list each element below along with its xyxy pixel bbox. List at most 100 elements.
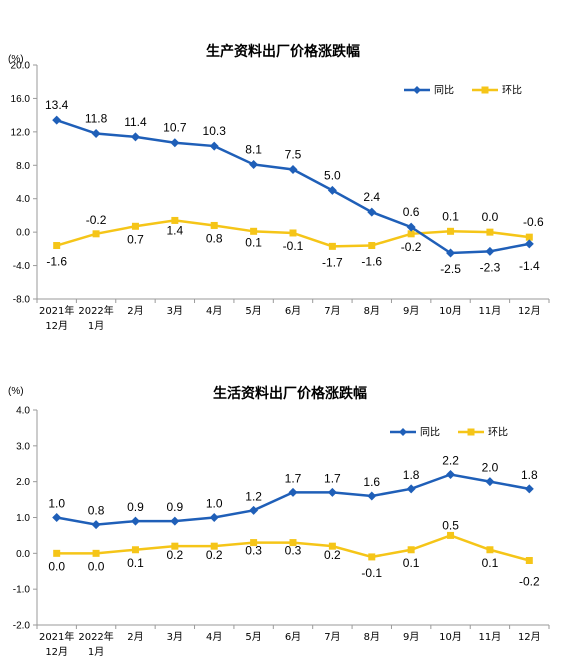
y-unit-label: (%) <box>8 386 24 397</box>
data-point-mom <box>525 557 533 564</box>
data-point-yoy <box>524 239 534 249</box>
y-tick-label: 8.0 <box>16 161 30 172</box>
x-tick-label: 2月 <box>127 631 143 643</box>
y-tick-label: 20.0 <box>11 61 31 72</box>
data-point-mom <box>250 539 258 547</box>
data-label: 0.1 <box>127 556 144 570</box>
data-label: -1.6 <box>46 255 67 269</box>
x-tick-label: 8月 <box>364 631 380 643</box>
data-point-mom <box>525 233 533 241</box>
data-label: 1.8 <box>521 468 538 482</box>
x-tick-label: 12月 <box>45 646 68 658</box>
data-label: 0.9 <box>127 500 144 514</box>
data-label: 0.1 <box>403 556 420 570</box>
x-tick-label: 2022年 <box>78 630 113 643</box>
data-label: 0.5 <box>442 518 459 532</box>
data-point-yoy <box>288 164 298 174</box>
data-point-mom <box>53 242 61 250</box>
data-point-yoy <box>288 487 298 497</box>
data-point-mom <box>289 539 297 547</box>
data-point-mom <box>210 542 218 550</box>
data-point-yoy <box>91 129 101 139</box>
x-tick-label: 12月 <box>518 631 541 643</box>
data-label: 1.0 <box>48 497 65 511</box>
data-label: 0.2 <box>324 548 341 562</box>
data-label: 0.8 <box>206 231 223 245</box>
data-point-mom <box>210 221 218 229</box>
y-tick-label: -1.0 <box>13 585 31 596</box>
chart-title: 生活资料出厂价格涨跌幅 <box>213 385 367 402</box>
y-tick-label: 12.0 <box>11 127 31 138</box>
data-point-yoy <box>446 248 456 258</box>
data-label: -0.1 <box>283 239 304 253</box>
data-label: -0.6 <box>523 215 544 229</box>
data-label: 11.8 <box>85 112 108 126</box>
data-label: 0.1 <box>442 209 459 223</box>
y-tick-label: -8.0 <box>13 295 31 306</box>
data-label: 0.7 <box>127 232 144 246</box>
chart-title: 生产资料出厂价格涨跌幅 <box>206 43 360 60</box>
data-point-yoy <box>170 138 180 148</box>
x-tick-label: 4月 <box>206 305 222 317</box>
data-point-yoy <box>249 505 259 515</box>
y-tick-label: 1.0 <box>16 513 30 524</box>
data-point-yoy <box>367 491 377 501</box>
data-point-yoy <box>52 513 62 522</box>
y-tick-label: 4.0 <box>16 406 30 417</box>
data-label: 0.3 <box>285 544 302 558</box>
data-label: 1.6 <box>363 475 380 489</box>
data-point-mom <box>92 549 100 557</box>
x-tick-label: 12月 <box>45 320 68 332</box>
x-tick-label: 9月 <box>403 631 419 643</box>
data-label: 1.0 <box>206 497 223 511</box>
x-tick-label: 11月 <box>479 631 502 643</box>
data-label: 0.1 <box>245 235 262 249</box>
data-point-yoy <box>367 207 377 217</box>
data-point-mom <box>92 230 100 238</box>
data-label: 2.0 <box>482 461 499 475</box>
data-label: 0.2 <box>167 548 184 562</box>
data-point-mom <box>368 553 376 561</box>
x-tick-label: 5月 <box>245 631 261 643</box>
legend-label: 环比 <box>488 427 508 439</box>
y-tick-label: 3.0 <box>16 441 30 452</box>
data-point-yoy <box>249 159 259 169</box>
legend-label: 环比 <box>502 85 522 97</box>
x-tick-label: 7月 <box>324 631 340 643</box>
data-point-yoy <box>406 484 416 494</box>
data-label: 11.4 <box>124 115 147 129</box>
data-point-yoy <box>485 246 495 256</box>
x-tick-label: 1月 <box>88 320 104 332</box>
data-label: 0.1 <box>482 556 499 570</box>
data-label: -0.2 <box>519 575 540 589</box>
data-point-yoy <box>130 132 140 142</box>
data-label: -0.1 <box>361 566 382 580</box>
data-point-yoy <box>327 185 337 195</box>
data-label: 10.3 <box>203 124 227 138</box>
data-point-yoy <box>524 484 534 494</box>
data-label: -1.6 <box>361 255 382 269</box>
x-tick-label: 10月 <box>439 631 462 643</box>
x-tick-label: 2月 <box>127 305 143 317</box>
data-point-mom <box>131 222 139 230</box>
x-tick-label: 1月 <box>88 646 104 658</box>
data-label: 1.2 <box>245 489 262 503</box>
data-label: 0.0 <box>48 559 65 573</box>
y-tick-label: -4.0 <box>13 261 31 272</box>
data-point-yoy <box>209 513 219 522</box>
data-label: -0.2 <box>86 213 107 227</box>
y-tick-label: 16.0 <box>11 94 31 105</box>
data-label: 10.7 <box>163 121 187 135</box>
data-label: 8.1 <box>245 142 262 156</box>
data-point-yoy <box>327 487 337 497</box>
data-point-mom <box>328 242 336 250</box>
data-point-yoy <box>485 477 495 487</box>
data-point-mom <box>171 216 179 224</box>
data-point-mom <box>447 531 455 539</box>
living-materials-chart: 生活资料出厂价格涨跌幅 (%) 4.0 3.0 2.0 1.0 0.0 -1.0 -2.0 202… <box>8 385 550 658</box>
x-tick-label: 5月 <box>245 305 261 317</box>
data-label: -1.4 <box>519 259 540 273</box>
data-label: 0.2 <box>206 548 223 562</box>
data-label: 0.6 <box>403 205 420 219</box>
data-point-mom <box>328 542 336 550</box>
